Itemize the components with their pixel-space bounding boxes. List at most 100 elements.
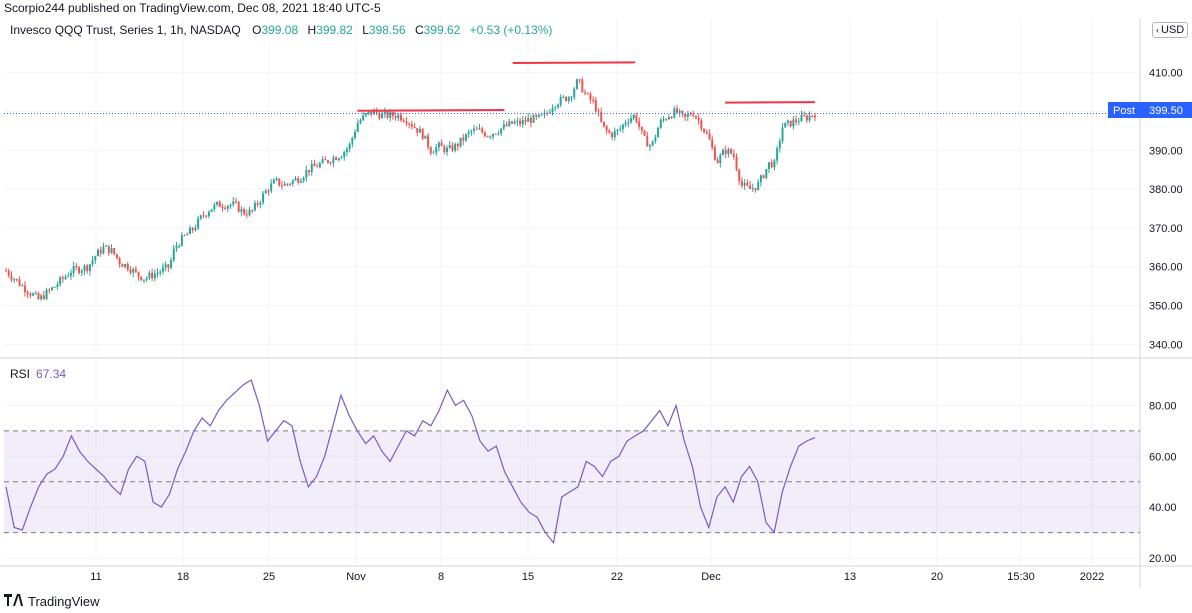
rsi-axis[interactable]: 80.00 60.00 40.00 20.00 — [1149, 400, 1177, 565]
candle-body — [602, 121, 605, 127]
rsi-tick-label: 80.00 — [1149, 400, 1177, 412]
candle-body — [594, 100, 597, 112]
candle-body — [102, 246, 105, 254]
brand-footer[interactable]: TradingView — [4, 594, 100, 610]
currency-caret-icon: ‹ — [1156, 25, 1159, 35]
candle-body — [410, 124, 413, 127]
candle-body — [245, 214, 248, 216]
currency-label: USD — [1161, 24, 1185, 36]
candle-body — [643, 130, 646, 136]
candle-body — [505, 124, 508, 127]
candle-body — [243, 208, 246, 215]
candle-body — [635, 115, 638, 122]
brand-name: TradingView — [28, 594, 100, 609]
candle-body — [565, 96, 568, 101]
candle-body — [705, 131, 708, 134]
candle-body — [91, 260, 94, 265]
time-tick-label: 20 — [931, 571, 943, 583]
candle-body — [519, 120, 522, 125]
candle-body — [213, 204, 216, 210]
candle-body — [378, 112, 381, 119]
candle-body — [516, 120, 519, 122]
candle-body — [624, 123, 627, 125]
candle-body — [226, 205, 229, 209]
candle-body — [294, 178, 297, 181]
candle-body — [50, 287, 53, 291]
candle-body — [321, 159, 324, 164]
time-tick-label: 25 — [263, 571, 275, 583]
candle-body — [286, 183, 289, 185]
candle-body — [424, 135, 427, 139]
close-label: C — [414, 23, 424, 37]
price-tick-label: 350.00 — [1149, 301, 1183, 313]
time-tick-label: 22 — [611, 571, 623, 583]
candle-body — [224, 207, 227, 209]
candle-body — [291, 180, 294, 184]
candle-body — [670, 116, 673, 118]
candle-body — [205, 215, 208, 217]
candle-body — [383, 111, 386, 114]
candle-body — [673, 108, 676, 118]
candle-body — [259, 202, 262, 205]
candle-body — [170, 260, 173, 268]
candle-body — [26, 292, 29, 294]
resistance-line[interactable] — [357, 109, 505, 112]
candle-body — [559, 96, 562, 105]
rsi-value: 67.34 — [36, 367, 67, 381]
published-text: Scorpio244 published on TradingView.com,… — [4, 1, 381, 15]
candle-body — [711, 139, 714, 148]
time-axis[interactable]: 11 18 25 Nov 8 15 22 Dec 13 20 15:30 2022 — [90, 571, 1104, 583]
candle-body — [42, 295, 45, 299]
low-label: L — [362, 23, 369, 37]
candle-body — [740, 180, 743, 186]
candle-body — [418, 128, 421, 133]
candle-body — [126, 264, 129, 270]
candle-body — [640, 126, 643, 131]
candle-body — [475, 128, 478, 130]
annotations[interactable] — [357, 61, 816, 112]
candle-body — [372, 109, 375, 115]
candle-body — [316, 166, 319, 168]
candle-body — [686, 114, 689, 117]
candle-body — [318, 163, 321, 168]
candle-body — [391, 111, 394, 117]
candle-body — [251, 209, 254, 211]
open-value: 399.08 — [261, 23, 299, 37]
candle-body — [199, 215, 202, 219]
candle-body — [789, 120, 792, 127]
price-axis[interactable]: 410.00400.00390.00380.00370.00360.00350.… — [1149, 68, 1183, 352]
candle-body — [359, 120, 362, 124]
candle-body — [264, 190, 267, 194]
candle-body — [202, 215, 205, 217]
candle-body — [86, 265, 89, 272]
candle-body — [180, 235, 183, 246]
candle-body — [80, 270, 83, 273]
candle-body — [435, 147, 438, 153]
symbol-legend: Invesco QQQ Trust, Series 1, 1h, NASDAQ … — [10, 22, 552, 38]
candle-body — [408, 123, 411, 125]
rsi-grid — [4, 404, 1140, 559]
symbol-name: Invesco QQQ Trust, Series 1, 1h, NASDAQ — [10, 23, 241, 37]
candle-body — [716, 160, 719, 164]
currency-selector[interactable]: ‹ USD — [1152, 22, 1189, 38]
candle-body — [621, 124, 624, 129]
candle-body — [527, 117, 530, 122]
candle-body — [681, 110, 684, 114]
candle-body — [305, 170, 308, 178]
candle-body — [332, 157, 335, 163]
candle-body — [110, 248, 113, 254]
candle-body — [113, 248, 116, 255]
price-grid — [4, 18, 1140, 566]
price-tick-label: 360.00 — [1149, 262, 1183, 274]
candle-body — [362, 115, 365, 121]
candle-body — [722, 150, 725, 156]
candle-body — [72, 266, 75, 273]
candle-body — [429, 147, 432, 154]
resistance-line[interactable] — [512, 61, 636, 64]
candle-body — [510, 121, 513, 124]
candle-body — [467, 132, 470, 135]
candle-body — [267, 190, 270, 192]
candle-body — [481, 128, 484, 133]
candle-body — [513, 121, 516, 124]
